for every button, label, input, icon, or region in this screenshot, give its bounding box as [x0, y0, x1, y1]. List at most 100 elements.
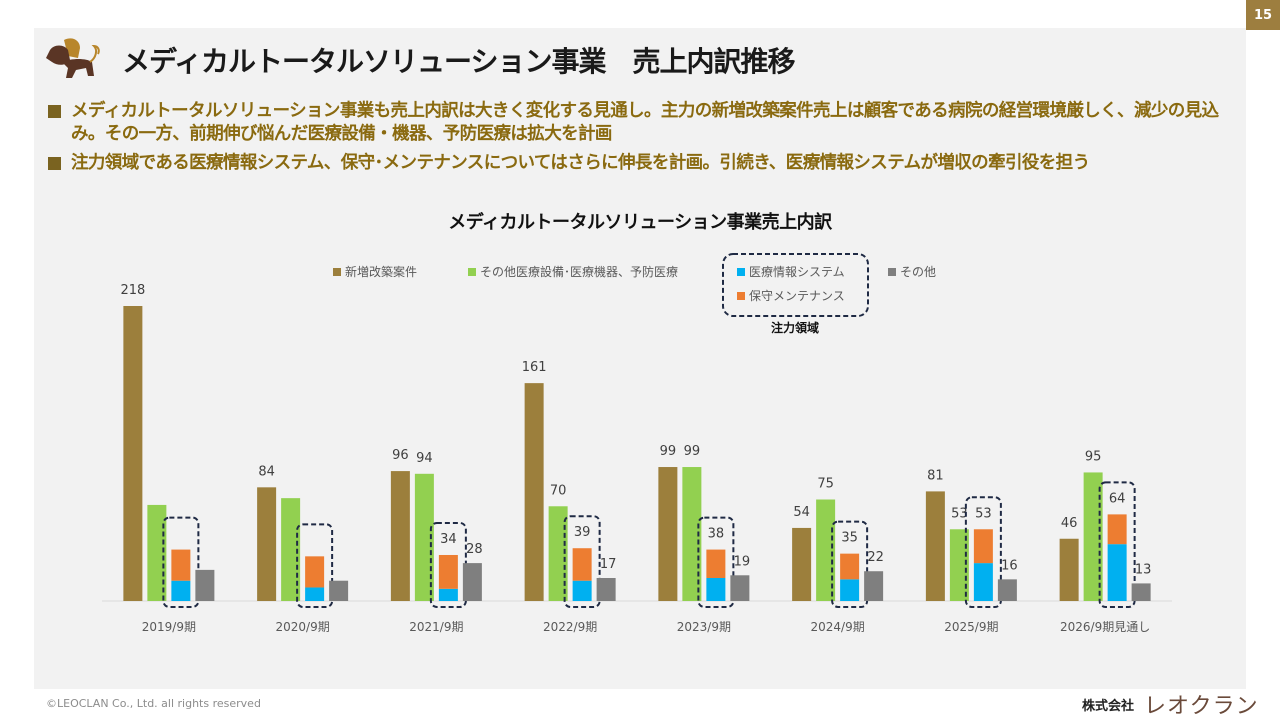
- data-label: 161: [522, 360, 547, 375]
- lion-logo-icon: [46, 38, 100, 78]
- bar-medical-info-system: [171, 580, 191, 601]
- bar-new-construction: [524, 383, 544, 601]
- bar-new-construction: [257, 487, 277, 601]
- bar-medical-equipment: [281, 498, 301, 601]
- legend-swatch: [888, 268, 896, 276]
- bar-other: [462, 563, 482, 601]
- bar-medical-info-system: [572, 580, 592, 601]
- data-label: 218: [120, 283, 145, 298]
- legend-label: 保守メンテナンス: [749, 289, 845, 303]
- focus-area-box: [296, 523, 334, 609]
- focus-area-box: [1098, 481, 1136, 609]
- bar-medical-equipment: [414, 473, 434, 601]
- focus-area-box: [563, 515, 601, 609]
- data-label: 39: [574, 525, 591, 540]
- company-logo: 株式会社 レオクラン: [1082, 688, 1259, 720]
- data-label: 94: [416, 451, 433, 466]
- data-label: 99: [684, 444, 701, 459]
- x-tick-label: 2021/9期: [409, 620, 463, 634]
- data-label: 46: [1061, 516, 1078, 531]
- bar-maintenance: [572, 548, 592, 581]
- bar-medical-equipment: [816, 499, 836, 601]
- legend-swatch: [737, 268, 745, 276]
- bar-other: [329, 580, 349, 601]
- bar-medical-equipment: [949, 529, 969, 601]
- bar-other: [997, 579, 1017, 601]
- data-label: 75: [817, 477, 834, 492]
- bullet-text: 注力領域である医療情報システム、保守･メンテナンスについてはさらに伸長を計画。引…: [71, 153, 1090, 173]
- bar-other: [1131, 583, 1151, 601]
- bar-maintenance: [438, 554, 458, 589]
- bar-other: [864, 571, 884, 601]
- square-bullet-icon: [48, 157, 61, 170]
- focus-area-label: 注力領域: [771, 320, 819, 335]
- bar-new-construction: [123, 306, 143, 601]
- bar-medical-info-system: [840, 579, 860, 601]
- bar-maintenance: [171, 549, 191, 581]
- chart-title: メディカルトータルソリューション事業売上内訳: [448, 212, 832, 233]
- company-prefix: 株式会社: [1082, 698, 1135, 714]
- bar-maintenance: [973, 529, 993, 564]
- bullet-text: メディカルトータルソリューション事業も売上内訳は大きく変化する見通し。主力の新増…: [71, 101, 1219, 144]
- square-bullet-icon: [48, 105, 61, 118]
- data-label: 19: [734, 554, 751, 569]
- bar-medical-equipment: [147, 504, 167, 601]
- legend-label: 医療情報システム: [749, 265, 845, 279]
- bar-new-construction: [658, 467, 678, 601]
- bullet-list: メディカルトータルソリューション事業も売上内訳は大きく変化する見通し。主力の新増…: [48, 100, 1238, 181]
- bar-medical-equipment: [682, 467, 702, 601]
- x-tick-label: 2022/9期: [543, 620, 597, 634]
- legend-focus-box: [722, 253, 869, 317]
- slide-panel: [34, 28, 1246, 689]
- x-tick-label: 2025/9期: [944, 620, 998, 634]
- legend-swatch: [333, 268, 341, 276]
- data-label: 64: [1109, 491, 1126, 506]
- data-label: 13: [1135, 562, 1152, 577]
- data-label: 53: [975, 506, 992, 521]
- data-label: 54: [793, 505, 810, 520]
- bar-maintenance: [840, 553, 860, 580]
- data-label: 22: [867, 550, 884, 565]
- bar-other: [195, 569, 215, 601]
- focus-area-box: [964, 496, 1002, 608]
- data-label: 81: [927, 468, 944, 483]
- bar-medical-info-system: [438, 588, 458, 601]
- x-tick-label: 2026/9期見通し: [1060, 620, 1150, 634]
- data-label: 34: [440, 532, 457, 547]
- bar-medical-equipment: [548, 506, 568, 601]
- bar-other: [730, 575, 750, 601]
- bullet-item: メディカルトータルソリューション事業も売上内訳は大きく変化する見通し。主力の新増…: [48, 100, 1238, 146]
- bar-maintenance: [706, 549, 726, 578]
- legend-label: その他: [900, 265, 936, 279]
- bar-medical-equipment: [1083, 472, 1103, 601]
- bar-other: [596, 577, 616, 601]
- bar-medical-info-system: [706, 577, 726, 601]
- data-label: 17: [600, 557, 617, 572]
- x-tick-label: 2023/9期: [677, 620, 731, 634]
- page-number: 15: [1246, 0, 1280, 30]
- legend-swatch: [468, 268, 476, 276]
- bullet-item: 注力領域である医療情報システム、保守･メンテナンスについてはさらに伸長を計画。引…: [48, 152, 1238, 175]
- data-label: 28: [466, 542, 483, 557]
- data-label: 99: [660, 444, 677, 459]
- bar-new-construction: [390, 471, 410, 601]
- focus-area-box: [831, 520, 869, 609]
- data-label: 53: [951, 506, 968, 521]
- copyright-text: ©LEOCLAN Co., Ltd. all rights reserved: [46, 697, 261, 710]
- bar-maintenance: [305, 556, 325, 588]
- x-tick-label: 2020/9期: [276, 620, 330, 634]
- data-label: 16: [1001, 558, 1018, 573]
- bar-maintenance: [1107, 514, 1127, 545]
- bar-new-construction: [1059, 538, 1079, 601]
- x-tick-label: 2024/9期: [811, 620, 865, 634]
- data-label: 95: [1085, 449, 1102, 464]
- page-title: メディカルトータルソリューション事業 売上内訳推移: [122, 45, 795, 78]
- bar-new-construction: [925, 491, 945, 601]
- legend-label: その他医療設備･医療機器、予防医療: [480, 264, 678, 279]
- legend-swatch: [737, 292, 745, 300]
- data-label: 38: [708, 527, 725, 542]
- x-tick-label: 2019/9期: [142, 620, 196, 634]
- bar-medical-info-system: [305, 587, 325, 601]
- legend-label: 新増改築案件: [345, 264, 417, 279]
